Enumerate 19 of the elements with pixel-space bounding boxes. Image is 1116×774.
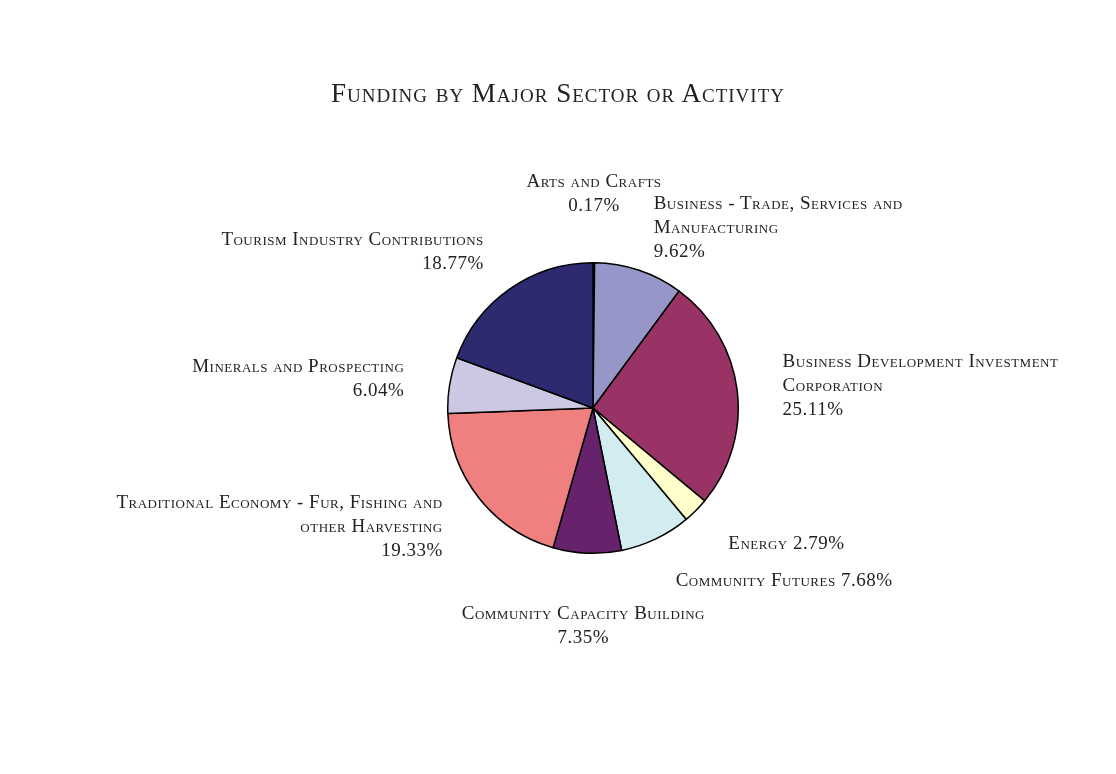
data-label: 7.68% <box>840 569 893 591</box>
slice-label: Community Futures <box>675 569 836 591</box>
data-label: 2.79% <box>792 531 845 553</box>
data-label: 6.04% <box>352 379 405 401</box>
slice-label: Traditional Economy - Fur, Fishing and other Harvesting <box>116 490 443 536</box>
data-label: 7.35% <box>557 625 610 647</box>
slice-label: Arts and Crafts <box>526 170 662 191</box>
slice-label: Community Capacity Building <box>461 601 705 623</box>
data-label: 25.11% <box>782 397 844 419</box>
data-label: 18.77% <box>422 252 484 274</box>
slice-label: Tourism Industry Contributions <box>221 228 484 250</box>
slice-label: Energy <box>728 531 788 553</box>
chart-title: Funding by Major Sector or Activity <box>330 78 786 109</box>
data-label: 9.62% <box>653 239 706 261</box>
slice-label: Minerals and Prospecting <box>192 355 405 377</box>
data-label: 19.33% <box>381 538 443 560</box>
slice-label: Business - Trade, Services and Manufacturing <box>653 191 903 237</box>
data-label: 0.17% <box>568 194 620 215</box>
slice-label: Business Development Investment Corporation <box>782 349 1059 395</box>
